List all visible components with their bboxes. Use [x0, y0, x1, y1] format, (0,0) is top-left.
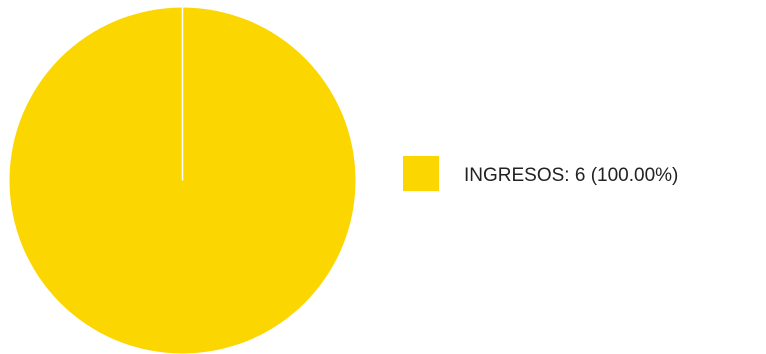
legend-label-ingresos: INGRESOS: 6 (100.00%)	[464, 165, 678, 186]
legend-swatch-ingresos	[403, 156, 439, 191]
legend: INGRESOS: 6 (100.00%)	[403, 156, 678, 191]
pie-slices	[9, 7, 356, 354]
